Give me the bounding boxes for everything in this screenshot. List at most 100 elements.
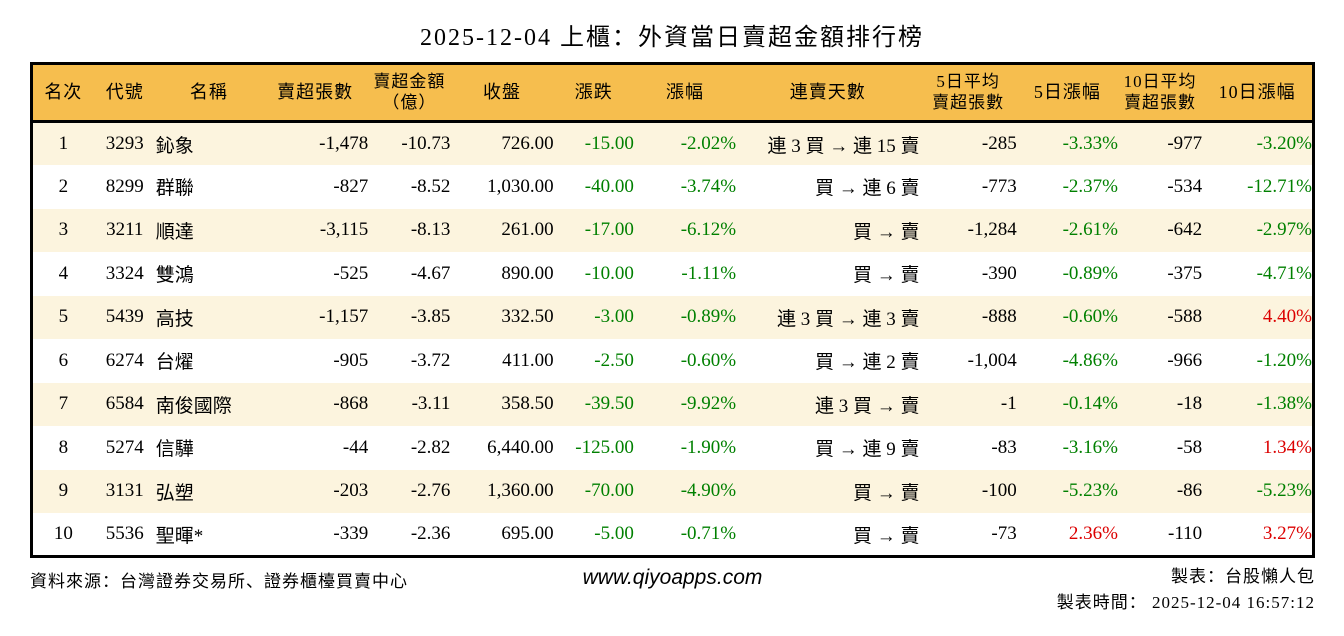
cell-streak: 買 → 賣 xyxy=(853,221,920,243)
table-header: 名次 代號 名稱 賣超張數 賣超金額 （億） 收盤 漲跌 漲幅 連賣天數 5日平均 賣超張數 5日漲幅 1… xyxy=(31,63,1314,123)
cell-streak: 買 → 賣 xyxy=(853,265,920,287)
table-row: 3 3211 順達 -3,115 -8.13 261.00 -17.00 -6.12% 買 → … xyxy=(31,208,1314,252)
cell-pct5: -2.61% xyxy=(1062,219,1118,241)
cell-change: -17.00 xyxy=(584,219,634,241)
cell-rank: 1 xyxy=(58,133,69,154)
cell-streak: 買 → 賣 xyxy=(853,525,920,547)
cell-sell-amount: -10.73 xyxy=(401,133,451,154)
cell-sell-amount: -8.52 xyxy=(410,175,451,197)
cell-pct10: -1.38% xyxy=(1256,393,1312,415)
table-header-row: 名次 代號 名稱 賣超張數 賣超金額 （億） 收盤 漲跌 漲幅 連賣天數 5日平均 賣超張數 5日漲幅 1… xyxy=(31,63,1314,123)
cell-change: -39.50 xyxy=(584,393,634,415)
cell-pct10: -1.20% xyxy=(1256,349,1312,371)
cell-change-pct: -0.60% xyxy=(680,349,737,371)
cell-pct5: -4.86% xyxy=(1062,349,1118,371)
cell-pct5: -3.16% xyxy=(1062,436,1118,458)
cell-name: 弘塑 xyxy=(155,482,194,504)
page-title: 2025-12-04 上櫃：外資當日賣超金額排行榜 xyxy=(420,25,924,51)
cell-sell-amount: -2.76 xyxy=(410,480,451,502)
cell-avg5-volume: -1,004 xyxy=(967,349,1017,371)
cell-change-pct: -0.89% xyxy=(680,306,737,328)
cell-name: 群聯 xyxy=(155,178,194,200)
footer-generated-time: 製表時間： 2025-12-04 16:57:12 xyxy=(1056,593,1315,612)
cell-sell-volume: -1,157 xyxy=(319,306,369,328)
cell-change: -10.00 xyxy=(584,262,634,284)
cell-change-pct: -1.11% xyxy=(681,262,737,284)
cell-sell-amount: -3.85 xyxy=(410,306,451,328)
cell-change-pct: -6.12% xyxy=(680,219,737,241)
col-header-sell-amount: 賣超金額 （億） xyxy=(368,63,451,123)
cell-rank: 2 xyxy=(58,175,69,197)
cell-rank: 9 xyxy=(58,480,69,502)
cell-sell-volume: -339 xyxy=(333,523,369,544)
cell-pct5: -3.33% xyxy=(1062,133,1118,154)
cell-pct5: -5.23% xyxy=(1062,480,1118,502)
table-row: 6 6274 台燿 -905 -3.72 411.00 -2.50 -0.60% 買 → 連 2… xyxy=(31,339,1314,383)
cell-streak: 連 3 買 → 連 15 賣 xyxy=(767,135,920,157)
col-header-streak: 連賣天數 xyxy=(736,63,920,123)
footer: 資料來源：台灣證券交易所、證券櫃檯買賣中心 www.qiyoapps.com 製… xyxy=(30,564,1315,616)
cell-rank: 10 xyxy=(53,523,73,544)
footer-source: 資料來源：台灣證券交易所、證券櫃檯買賣中心 xyxy=(30,572,408,591)
footer-website: www.qiyoapps.com xyxy=(582,566,763,589)
cell-close: 358.50 xyxy=(501,393,554,415)
cell-avg10-volume: -110 xyxy=(1168,523,1203,544)
cell-close: 332.50 xyxy=(501,306,554,328)
cell-change-pct: -2.02% xyxy=(680,133,737,154)
cell-sell-amount: -2.82 xyxy=(410,436,451,458)
cell-change-pct: -1.90% xyxy=(680,436,737,458)
table-row: 8 5274 信驊 -44 -2.82 6,440.00 -125.00 -1.90% 買 → … xyxy=(31,426,1314,470)
cell-avg5-volume: -888 xyxy=(981,306,1017,328)
cell-name: 台燿 xyxy=(155,352,194,374)
cell-rank: 3 xyxy=(58,219,69,241)
cell-pct10: 1.34% xyxy=(1262,436,1312,458)
col-header-code: 代號 xyxy=(93,63,156,123)
cell-avg5-volume: -73 xyxy=(991,523,1017,544)
cell-change-pct: -4.90% xyxy=(680,480,737,502)
cell-code: 3131 xyxy=(105,480,144,502)
cell-sell-volume: -203 xyxy=(333,480,369,502)
cell-streak: 買 → 連 6 賣 xyxy=(815,178,920,200)
cell-change: -5.00 xyxy=(594,523,634,544)
cell-pct10: 4.40% xyxy=(1262,306,1312,328)
cell-avg10-volume: -977 xyxy=(1167,133,1203,154)
col-header-avg5-volume: 5日平均 賣超張數 xyxy=(919,63,1017,123)
cell-pct10: -12.71% xyxy=(1247,175,1312,197)
cell-code: 5274 xyxy=(105,436,144,458)
cell-name: 順達 xyxy=(155,221,194,243)
cell-avg10-volume: -58 xyxy=(1176,436,1203,458)
cell-name: 聖暉* xyxy=(155,525,204,547)
col-header-sell-volume: 賣超張數 xyxy=(262,63,369,123)
cell-streak: 連 3 買 → 連 3 賣 xyxy=(777,308,920,330)
cell-avg5-volume: -1,284 xyxy=(967,219,1017,241)
cell-code: 8299 xyxy=(105,175,144,197)
cell-streak: 買 → 連 2 賣 xyxy=(815,352,920,374)
cell-close: 890.00 xyxy=(501,262,554,284)
cell-sell-volume: -44 xyxy=(342,436,369,458)
col-header-name: 名稱 xyxy=(155,63,263,123)
cell-pct5: -2.37% xyxy=(1062,175,1118,197)
cell-sell-volume: -868 xyxy=(333,393,369,415)
cell-name: 雙鴻 xyxy=(155,265,194,287)
cell-change-pct: -0.71% xyxy=(680,523,737,544)
cell-name: 鈊象 xyxy=(155,135,194,157)
cell-close: 1,360.00 xyxy=(487,480,554,502)
cell-change: -3.00 xyxy=(594,306,634,328)
cell-avg5-volume: -390 xyxy=(981,262,1017,284)
cell-code: 6274 xyxy=(105,349,144,371)
col-header-close: 收盤 xyxy=(450,63,554,123)
cell-code: 3293 xyxy=(105,133,144,154)
cell-pct5: -0.89% xyxy=(1062,262,1118,284)
cell-sell-volume: -905 xyxy=(333,349,369,371)
cell-close: 695.00 xyxy=(501,523,554,544)
cell-pct5: -0.14% xyxy=(1062,393,1118,415)
cell-name: 信驊 xyxy=(155,439,194,461)
cell-avg5-volume: -285 xyxy=(981,133,1017,154)
ranking-table: 名次 代號 名稱 賣超張數 賣超金額 （億） 收盤 漲跌 漲幅 連賣天數 5日平均 賣超張數 5日漲幅 1… xyxy=(30,62,1315,558)
cell-rank: 5 xyxy=(58,306,69,328)
cell-avg10-volume: -588 xyxy=(1167,306,1203,328)
cell-streak: 買 → 賣 xyxy=(853,482,920,504)
cell-pct10: -2.97% xyxy=(1256,219,1312,241)
table-row: 5 5439 高技 -1,157 -3.85 332.50 -3.00 -0.89% 連 3 買… xyxy=(31,295,1314,339)
cell-pct10: -3.20% xyxy=(1256,133,1312,154)
